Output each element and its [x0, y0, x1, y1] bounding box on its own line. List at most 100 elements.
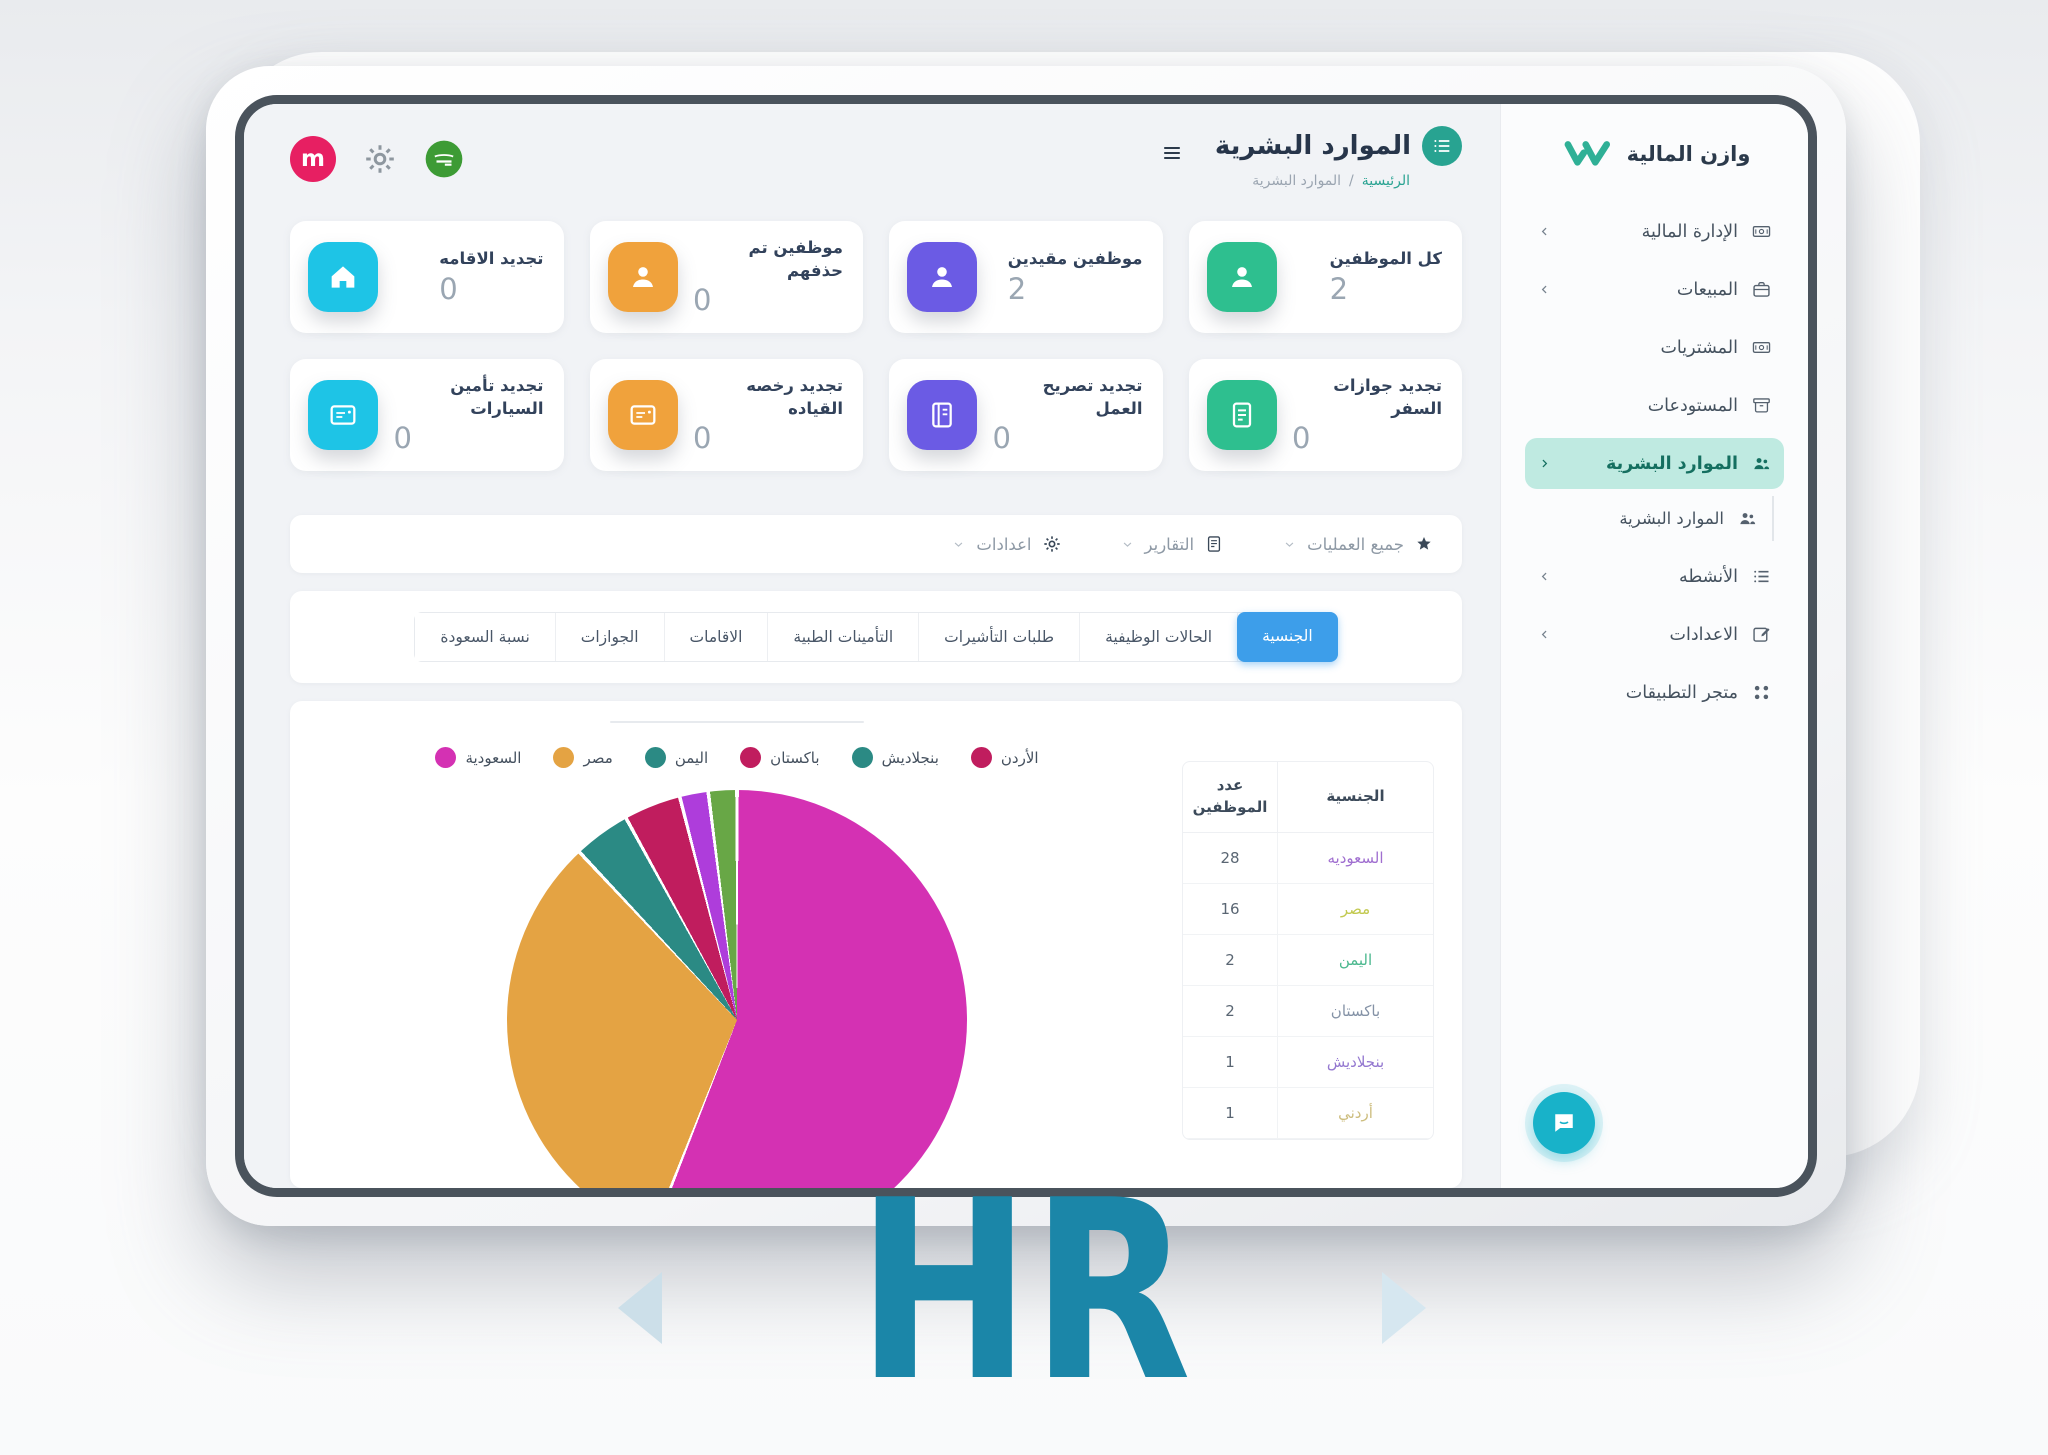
sidebar-item[interactable]: المبيعات	[1525, 264, 1784, 315]
chat-icon	[1549, 1108, 1579, 1138]
stat-card[interactable]: كل الموظفين 2	[1188, 221, 1462, 333]
legend-label: باكستان	[770, 748, 820, 767]
star-icon	[1414, 534, 1434, 554]
table-row: بنجلاديش 1	[1183, 1036, 1433, 1088]
toolbar-dropdown-label: جميع العمليات	[1307, 534, 1404, 554]
pie-chart[interactable]	[507, 790, 967, 1188]
stat-card[interactable]: تجديد رخصه القياده 0	[589, 359, 863, 471]
user-avatar[interactable]: m	[290, 136, 336, 182]
stat-card[interactable]: تجديد الاقامه 0	[290, 221, 564, 333]
tab[interactable]: التأمينات الطبية	[768, 613, 920, 661]
chevron-down-icon	[951, 537, 966, 552]
stat-value: 2	[1329, 271, 1349, 306]
toolbar-dropdown[interactable]: التقارير	[1120, 534, 1225, 554]
nationality-table: الجنسية عدد الموظفين السعوديه 28 مصر	[1182, 761, 1434, 1140]
count-cell: 2	[1183, 985, 1278, 1037]
chart-type-toggle[interactable]	[737, 722, 800, 723]
count-cell: 1	[1183, 1087, 1278, 1139]
table-row: السعوديه 28	[1183, 832, 1433, 884]
settings-gear-icon[interactable]	[362, 141, 398, 177]
nationality-cell: أردني	[1277, 1087, 1433, 1139]
carousel-next-arrow[interactable]	[1382, 1272, 1426, 1344]
stat-label: تجديد جوازات السفر	[1333, 376, 1442, 418]
language-flag-icon[interactable]	[424, 139, 464, 179]
legend-item[interactable]: السعودية	[435, 747, 521, 768]
sidebar-item[interactable]: متجر التطبيقات	[1525, 667, 1784, 718]
stat-label: تجديد الاقامه	[439, 249, 544, 269]
stat-value: 0	[992, 420, 1011, 455]
legend-item[interactable]: مصر	[553, 747, 613, 768]
stat-value: 0	[393, 420, 412, 455]
sidebar-item[interactable]: الموارد البشرية	[1525, 496, 1774, 541]
sidebar-item-label: الموارد البشرية	[1605, 453, 1738, 474]
table-row: مصر 16	[1183, 883, 1433, 935]
chevron-down-icon	[1120, 537, 1135, 552]
chart-type-toggle-group	[610, 721, 864, 723]
toolbar-dropdown-label: اعدادات	[976, 534, 1032, 554]
table-header-count: عدد الموظفين	[1183, 762, 1278, 833]
legend-item[interactable]: بنجلاديش	[851, 747, 939, 768]
carousel-prev-arrow[interactable]	[618, 1272, 662, 1344]
count-cell: 2	[1183, 934, 1278, 986]
breadcrumb-separator: /	[1349, 173, 1354, 189]
card-icon	[627, 399, 659, 431]
topbar: الموارد البشرية الرئيسية / الموارد البشر…	[290, 126, 1462, 189]
legend-label: الأردن	[1000, 748, 1039, 767]
users-icon	[1737, 508, 1758, 529]
sidebar-item[interactable]: المستودعات	[1525, 380, 1784, 431]
tab[interactable]: نسبة السعودة	[415, 613, 556, 661]
sidebar-item[interactable]: الأنشطه	[1525, 551, 1784, 602]
count-cell: 16	[1183, 883, 1278, 935]
sidebar-item-label: متجر التطبيقات	[1625, 682, 1738, 703]
sidebar-item-label: الموارد البشرية	[1619, 509, 1724, 528]
tab[interactable]: الجنسية	[1237, 612, 1338, 662]
hamburger-menu-icon[interactable]	[1159, 142, 1185, 164]
table-header-nationality: الجنسية	[1277, 762, 1433, 833]
sidebar-item-label: الإدارة المالية	[1641, 221, 1738, 242]
tab[interactable]: طلبات التأشيرات	[919, 613, 1081, 661]
toolbar-dropdown-label: التقارير	[1144, 534, 1195, 554]
list-icon	[1751, 566, 1772, 587]
legend-label: السعودية	[465, 748, 522, 767]
archive-icon	[1751, 395, 1772, 416]
stat-card[interactable]: تجديد تصريح العمل 0	[889, 359, 1163, 471]
legend-item[interactable]: باكستان	[740, 747, 820, 768]
breadcrumb-home-link[interactable]: الرئيسية	[1361, 173, 1410, 189]
chevron-left-icon	[1537, 569, 1552, 584]
user-icon	[1226, 261, 1258, 293]
page-title: الموارد البشرية	[1214, 131, 1411, 161]
chart-type-toggle[interactable]	[800, 722, 863, 723]
chart-type-toggle[interactable]	[611, 722, 674, 723]
home-icon	[327, 261, 359, 293]
sidebar-item[interactable]: الموارد البشرية	[1525, 438, 1784, 489]
user-icon	[627, 261, 659, 293]
stat-label: موظفين تم حذفهم	[748, 238, 843, 280]
stat-value: 0	[693, 282, 712, 317]
legend-item[interactable]: اليمن	[644, 747, 708, 768]
chat-fab-button[interactable]	[1533, 1092, 1595, 1154]
briefcase-icon	[1751, 279, 1772, 300]
stat-card[interactable]: تجديد جوازات السفر 0	[1188, 359, 1462, 471]
stat-value: 2	[1007, 271, 1027, 306]
sidebar-item[interactable]: الاعدادات	[1525, 609, 1784, 660]
tablet-device-frame: وازن المالية الإدارة المالية المبيعات	[206, 66, 1846, 1226]
toolbar-dropdown[interactable]: اعدادات	[951, 534, 1061, 554]
toolbar-dropdown[interactable]: جميع العمليات	[1282, 534, 1434, 554]
stat-label: تجديد تصريح العمل	[1042, 376, 1143, 418]
chart-type-toggle[interactable]	[674, 722, 737, 723]
gear-icon	[1042, 534, 1062, 554]
topbar-actions: m	[290, 136, 464, 182]
stat-card[interactable]: موظفين تم حذفهم 0	[589, 221, 863, 333]
tab[interactable]: الاقامات	[664, 613, 769, 661]
count-cell: 1	[1183, 1036, 1278, 1088]
sidebar-item[interactable]: الإدارة المالية	[1525, 206, 1784, 257]
legend-item[interactable]: الأردن	[970, 747, 1039, 768]
app-logo[interactable]: وازن المالية	[1525, 136, 1784, 172]
stat-label: تجديد تأمين السيارات	[450, 376, 544, 418]
tab[interactable]: الحالات الوظيفية	[1080, 613, 1239, 661]
stat-card[interactable]: موظفين مقيدين 2	[889, 221, 1163, 333]
tab[interactable]: الجوازات	[555, 613, 665, 661]
stat-card[interactable]: تجديد تأمين السيارات 0	[290, 359, 564, 471]
card-icon	[327, 399, 359, 431]
sidebar-item[interactable]: المشتريات	[1525, 322, 1784, 373]
